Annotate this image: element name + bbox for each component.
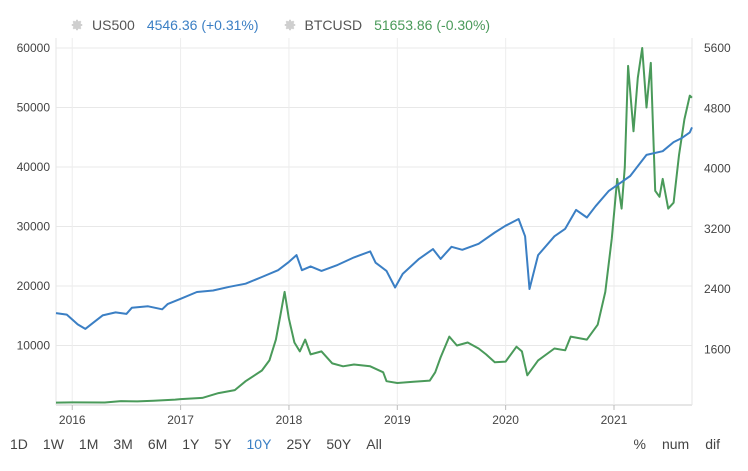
period-5y[interactable]: 5Y [214,436,232,452]
series-lines [55,47,693,404]
legend: US500 4546.36 (+0.31%) BTCUSD 51653.86 (… [70,12,514,38]
right-tick-label: 2400 [704,282,731,296]
left-tick-label: 10000 [17,339,51,353]
left-tick-label: 20000 [17,279,51,293]
legend-value: 51653.86 (-0.30%) [374,17,491,33]
period-1y[interactable]: 1Y [182,436,200,452]
x-tick-label: 2018 [276,413,303,427]
x-tick-label: 2021 [601,413,628,427]
legend-name: BTCUSD [304,17,363,33]
right-tick-label: 3200 [704,222,731,236]
period-selector: 1D 1W 1M 3M 6M 1Y 5Y 10Y 25Y 50Y All [10,436,397,456]
gear-icon[interactable] [283,18,297,32]
mode-dif[interactable]: dif [705,436,720,452]
legend-value: 4546.36 (+0.31%) [146,17,259,33]
series-line-us500 [55,126,693,330]
right-tick-label: 4000 [704,162,731,176]
legend-item-us500[interactable]: US500 4546.36 (+0.31%) [70,17,259,33]
period-all[interactable]: All [366,436,382,452]
x-tick-label: 2019 [384,413,411,427]
period-10y[interactable]: 10Y [246,436,272,452]
period-6m[interactable]: 6M [147,436,168,452]
gridlines [55,38,693,410]
mode-percent[interactable]: % [633,436,646,452]
right-tick-label: 1600 [704,342,731,356]
x-tick-label: 2017 [167,413,194,427]
period-50y[interactable]: 50Y [326,436,352,452]
gear-icon[interactable] [70,18,84,32]
legend-item-btcusd[interactable]: BTCUSD 51653.86 (-0.30%) [283,17,491,33]
mode-selector: % num dif [618,436,720,452]
x-tick-label: 2016 [59,413,86,427]
mode-num[interactable]: num [661,436,690,452]
left-tick-label: 40000 [17,160,51,174]
period-1d[interactable]: 1D [10,436,28,452]
left-tick-label: 50000 [17,101,51,115]
period-3m[interactable]: 3M [113,436,133,452]
right-tick-label: 4800 [704,101,731,115]
left-tick-label: 30000 [17,220,51,234]
period-25y[interactable]: 25Y [286,436,312,452]
series-line-btcusd [55,47,693,404]
left-tick-label: 60000 [17,41,51,55]
x-tick-label: 2020 [492,413,519,427]
period-1m[interactable]: 1M [78,436,99,452]
right-tick-label: 5600 [704,41,731,55]
legend-name: US500 [92,17,135,33]
period-1w[interactable]: 1W [42,436,64,452]
tick-labels: 10000 20000 30000 40000 50000 60000 1600 2400 32… [17,41,731,427]
